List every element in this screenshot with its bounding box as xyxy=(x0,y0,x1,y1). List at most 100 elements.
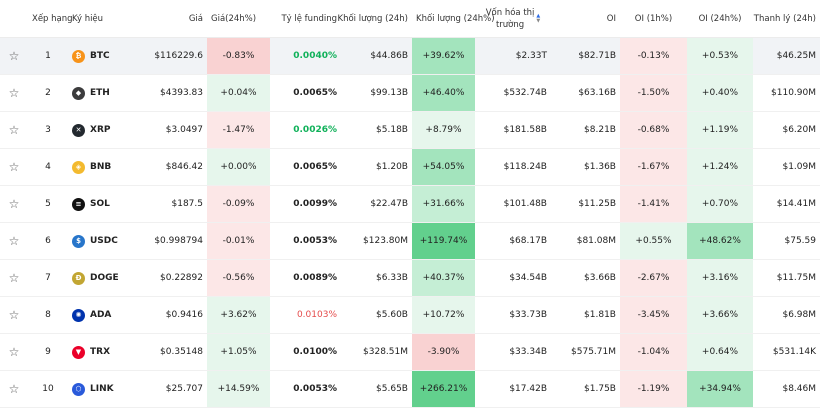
header-volume-change[interactable]: Khối lượng (24h%) xyxy=(416,13,495,24)
open-interest-cell: $1.81B xyxy=(584,310,616,320)
table-row[interactable]: ☆ 4 ◈ BNB $846.42 +0.00% 0.0065% $1.20B +54.05% $… xyxy=(0,149,820,186)
funding-rate-cell: 0.0053% xyxy=(293,236,337,246)
chainlink-icon: ⬡ xyxy=(72,382,85,396)
symbol-cell[interactable]: $ USDC xyxy=(68,223,148,259)
symbol-cell[interactable]: ✺ ADA xyxy=(68,297,148,333)
table-row[interactable]: ☆ 3 ✕ XRP $3.0497 -1.47% 0.0026% $5.18B +8.79% $1… xyxy=(0,112,820,149)
volume-cell: $6.33B xyxy=(376,273,408,283)
price-change-cell: -0.56% xyxy=(207,260,270,296)
header-symbol[interactable]: Ký hiệu xyxy=(72,13,104,24)
volume-change-cell: +46.40% xyxy=(412,75,475,111)
table-row[interactable]: ☆ 9 ▼ TRX $0.35148 +1.05% 0.0100% $328.51M -3.90… xyxy=(0,334,820,371)
cardano-icon: ✺ xyxy=(72,308,85,322)
favorite-star-icon[interactable]: ☆ xyxy=(8,86,20,100)
oi-24h-cell: +1.24% xyxy=(687,149,753,185)
price-cell: $25.707 xyxy=(165,384,203,394)
price-cell: $4393.83 xyxy=(160,88,203,98)
header-oi-24h[interactable]: OI (24h%) xyxy=(698,13,742,24)
price-cell: $0.998794 xyxy=(154,236,203,246)
header-oi-1h[interactable]: OI (1h%) xyxy=(634,13,673,24)
open-interest-cell: $63.16B xyxy=(578,88,616,98)
volume-cell: $44.86B xyxy=(370,51,408,61)
rank-cell: 6 xyxy=(45,236,51,246)
favorite-star-icon[interactable]: ☆ xyxy=(8,234,20,248)
volume-cell: $99.13B xyxy=(370,88,408,98)
oi-24h-cell: +3.66% xyxy=(687,297,753,333)
favorite-star-icon[interactable]: ☆ xyxy=(8,271,20,285)
open-interest-cell: $1.75B xyxy=(584,384,616,394)
favorite-star-icon[interactable]: ☆ xyxy=(8,382,20,396)
volume-change-cell: +8.79% xyxy=(412,112,475,148)
liquidation-cell: $110.90M xyxy=(771,88,816,98)
liquidation-cell: $6.98M xyxy=(782,310,816,320)
rank-cell: 3 xyxy=(45,125,51,135)
symbol-cell[interactable]: Ð DOGE xyxy=(68,260,148,296)
market-cap-cell: $34.54B xyxy=(509,273,547,283)
symbol-cell[interactable]: ≡ SOL xyxy=(68,186,148,222)
symbol-label: TRX xyxy=(90,347,111,357)
table-body: ☆ 1 ₿ BTC $116229.6 -0.83% 0.0040% $44.86B +39.6… xyxy=(0,38,820,408)
rank-cell: 2 xyxy=(45,88,51,98)
favorite-star-icon[interactable]: ☆ xyxy=(8,49,20,63)
solana-icon: ≡ xyxy=(72,197,85,211)
symbol-cell[interactable]: ✕ XRP xyxy=(68,112,148,148)
volume-change-cell: +10.72% xyxy=(412,297,475,333)
table-row[interactable]: ☆ 5 ≡ SOL $187.5 -0.09% 0.0099% $22.47B +31.66% $… xyxy=(0,186,820,223)
symbol-cell[interactable]: ◈ BNB xyxy=(68,149,148,185)
liquidation-cell: $8.46M xyxy=(782,384,816,394)
oi-24h-cell: +0.70% xyxy=(687,186,753,222)
header-funding-rate[interactable]: Tỷ lệ funding xyxy=(281,13,337,24)
symbol-cell[interactable]: ◆ ETH xyxy=(68,75,148,111)
favorite-star-icon[interactable]: ☆ xyxy=(8,123,20,137)
header-open-interest[interactable]: OI xyxy=(606,13,616,24)
favorite-star-icon[interactable]: ☆ xyxy=(8,308,20,322)
open-interest-cell: $82.71B xyxy=(578,51,616,61)
header-liquidation[interactable]: Thanh lý (24h) xyxy=(753,13,816,24)
sort-icon[interactable]: ▲ ▼ xyxy=(536,12,541,24)
xrp-icon: ✕ xyxy=(72,123,85,137)
volume-cell: $123.80M xyxy=(363,236,408,246)
open-interest-cell: $3.66B xyxy=(584,273,616,283)
market-cap-cell: $181.58B xyxy=(503,125,547,135)
market-cap-cell: $68.17B xyxy=(509,236,547,246)
header-volume[interactable]: Khối lượng (24h) xyxy=(337,13,409,24)
price-cell: $0.35148 xyxy=(160,347,203,357)
volume-change-cell: +31.66% xyxy=(412,186,475,222)
table-row[interactable]: ☆ 10 ⬡ LINK $25.707 +14.59% 0.0053% $5.65B +266.… xyxy=(0,371,820,408)
oi-1h-cell: -1.19% xyxy=(620,371,687,407)
header-price-change[interactable]: Giá(24h%) xyxy=(211,13,257,24)
price-cell: $0.22892 xyxy=(160,273,203,283)
symbol-label: SOL xyxy=(90,199,110,209)
volume-cell: $5.60B xyxy=(376,310,408,320)
oi-24h-cell: +34.94% xyxy=(687,371,753,407)
symbol-label: BTC xyxy=(90,51,110,61)
favorite-star-icon[interactable]: ☆ xyxy=(8,345,20,359)
volume-change-cell: -3.90% xyxy=(412,334,475,370)
price-cell: $0.9416 xyxy=(165,310,203,320)
table-row[interactable]: ☆ 7 Ð DOGE $0.22892 -0.56% 0.0089% $6.33B +40.37… xyxy=(0,260,820,297)
oi-1h-cell: -1.04% xyxy=(620,334,687,370)
favorite-star-icon[interactable]: ☆ xyxy=(8,197,20,211)
oi-24h-cell: +48.62% xyxy=(687,223,753,259)
table-row[interactable]: ☆ 6 $ USDC $0.998794 -0.01% 0.0053% $123.80M +11… xyxy=(0,223,820,260)
symbol-cell[interactable]: ₿ BTC xyxy=(68,38,148,74)
table-row[interactable]: ☆ 8 ✺ ADA $0.9416 +3.62% 0.0103% $5.60B +10.72% $… xyxy=(0,297,820,334)
symbol-cell[interactable]: ⬡ LINK xyxy=(68,371,148,407)
oi-1h-cell: -3.45% xyxy=(620,297,687,333)
tron-icon: ▼ xyxy=(72,345,85,359)
table-row[interactable]: ☆ 1 ₿ BTC $116229.6 -0.83% 0.0040% $44.86B +39.6… xyxy=(0,38,820,75)
header-price[interactable]: Giá xyxy=(188,13,203,24)
price-cell: $846.42 xyxy=(165,162,203,172)
funding-rate-cell: 0.0065% xyxy=(293,88,337,98)
favorite-star-icon[interactable]: ☆ xyxy=(8,160,20,174)
price-change-cell: -0.01% xyxy=(207,223,270,259)
oi-1h-cell: +0.55% xyxy=(620,223,687,259)
symbol-label: ADA xyxy=(90,310,112,320)
table-row[interactable]: ☆ 2 ◆ ETH $4393.83 +0.04% 0.0065% $99.13B +46.40… xyxy=(0,75,820,112)
oi-1h-cell: -1.41% xyxy=(620,186,687,222)
header-market-cap[interactable]: Vốn hóa thị trường ▲ ▼ xyxy=(475,0,551,37)
header-rank[interactable]: Xếp hạng xyxy=(32,13,73,24)
oi-24h-cell: +1.19% xyxy=(687,112,753,148)
symbol-cell[interactable]: ▼ TRX xyxy=(68,334,148,370)
